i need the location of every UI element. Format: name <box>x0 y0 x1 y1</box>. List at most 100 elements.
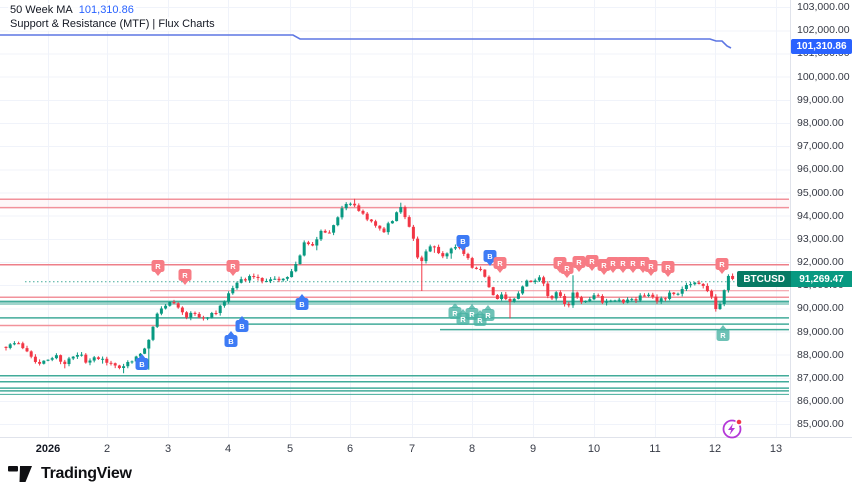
svg-text:R: R <box>564 264 570 273</box>
tradingview-logo[interactable]: TradingView <box>8 465 132 483</box>
svg-text:R: R <box>485 311 491 320</box>
resistance-zone <box>0 199 790 208</box>
price-axis-label: 98,000.00 <box>797 117 844 129</box>
buy-signal-marker: B <box>295 294 309 310</box>
price-axis-label: 89,000.00 <box>797 325 844 338</box>
resistance-retest-marker: R <box>644 260 658 276</box>
svg-text:B: B <box>460 237 466 246</box>
time-axis-label: 9 <box>529 443 537 455</box>
time-axis-label: 2 <box>103 443 111 455</box>
svg-text:R: R <box>589 257 595 266</box>
time-axis-label: 4 <box>224 443 232 455</box>
svg-text:R: R <box>648 262 654 271</box>
grid-lines <box>0 0 790 437</box>
svg-text:B: B <box>239 322 245 331</box>
svg-text:R: R <box>557 259 563 268</box>
price-axis-label: 102,000.00 <box>797 24 850 37</box>
legend-ma-value: 101,310.86 <box>78 4 134 16</box>
price-axis-label: 95,000.00 <box>797 186 844 199</box>
svg-text:B: B <box>139 360 145 369</box>
buy-signal-marker: B <box>224 331 238 347</box>
time-axis-label: 5 <box>286 443 294 455</box>
price-axis[interactable]: 103,000.00102,000.00101,000.00100,000.00… <box>790 0 852 437</box>
svg-text:R: R <box>719 260 725 269</box>
resistance-retest-marker: R <box>616 257 630 273</box>
flux-charts-icon <box>722 418 743 439</box>
resistance-retest-marker: R <box>178 269 192 285</box>
legend-ma-row[interactable]: 50 Week MA 101,310.86 <box>8 3 136 17</box>
svg-text:R: R <box>477 316 483 325</box>
time-axis-label: 8 <box>468 443 476 455</box>
svg-text:R: R <box>460 315 466 324</box>
svg-text:R: R <box>665 263 671 272</box>
price-axis-label: 88,000.00 <box>797 348 844 361</box>
price-axis-label: 103,000.00 <box>797 1 850 14</box>
ma-price-badge: 101,310.86 <box>791 39 852 54</box>
svg-text:R: R <box>620 259 626 268</box>
resistance-retest-marker: R <box>151 260 165 276</box>
symbol-price-badge: BTCUSD 91,269.47 <box>737 271 852 287</box>
buy-signal-marker: B <box>456 235 470 251</box>
resistance-retest-marker: R <box>226 260 240 276</box>
price-axis-label: 94,000.00 <box>797 209 844 222</box>
time-axis-label: 7 <box>408 443 416 455</box>
buy-signal-marker: B <box>235 316 249 332</box>
price-axis-label: 86,000.00 <box>797 395 844 408</box>
indicator-legend: 50 Week MA 101,310.86 Support & Resistan… <box>8 3 217 31</box>
price-axis-label: 96,000.00 <box>797 163 844 176</box>
svg-text:R: R <box>230 262 236 271</box>
svg-text:R: R <box>182 271 188 280</box>
price-axis-label: 90,000.00 <box>797 302 844 315</box>
svg-text:R: R <box>630 259 636 268</box>
ma-line <box>0 34 732 49</box>
legend-ma-title: 50 Week MA <box>10 4 73 16</box>
svg-text:R: R <box>601 261 607 270</box>
resistance-retest-marker: R <box>606 257 620 273</box>
svg-text:R: R <box>155 262 161 271</box>
legend-indicator-title: Support & Resistance (MTF) | Flux Charts <box>10 18 215 30</box>
svg-text:R: R <box>576 258 582 267</box>
time-axis-label: 6 <box>346 443 354 455</box>
resistance-retest-marker: R <box>560 262 574 278</box>
price-axis-label: 92,000.00 <box>797 256 844 269</box>
price-axis-label: 87,000.00 <box>797 371 844 384</box>
price-axis-label: 100,000.00 <box>797 70 850 83</box>
resistance-retest-marker: R <box>585 255 599 271</box>
buy-signal-marker: B <box>483 250 497 266</box>
legend-indicator-row[interactable]: Support & Resistance (MTF) | Flux Charts <box>8 17 217 31</box>
resistance-retest-marker: R <box>661 261 675 277</box>
time-axis-label: 2026 <box>35 443 61 455</box>
svg-text:R: R <box>469 310 475 319</box>
resistance-retest-marker: R <box>572 256 586 272</box>
time-axis-label: 13 <box>769 443 783 455</box>
svg-text:R: R <box>610 259 616 268</box>
svg-text:R: R <box>497 259 503 268</box>
tradingview-logo-text: TradingView <box>41 465 132 482</box>
symbol-label: BTCUSD <box>737 271 791 287</box>
candles <box>4 198 735 374</box>
time-axis-label: 11 <box>649 443 661 455</box>
svg-text:R: R <box>720 331 726 340</box>
time-axis-label: 3 <box>164 443 172 455</box>
svg-text:R: R <box>640 259 646 268</box>
resistance-retest-marker: R <box>493 257 507 273</box>
time-axis-label: 12 <box>708 443 722 455</box>
svg-text:B: B <box>228 337 234 346</box>
price-axis-label: 99,000.00 <box>797 93 844 106</box>
time-axis[interactable]: 2026 2 3 4 5 6 7 8 9 10 11 12 13 <box>0 437 852 461</box>
price-axis-label: 93,000.00 <box>797 232 844 245</box>
buy-signal-marker: B <box>135 354 149 370</box>
support-retest-marker: R <box>716 325 730 341</box>
support-retest-marker: R <box>481 305 495 321</box>
tradingview-logo-icon <box>8 466 32 482</box>
price-axis-label: 97,000.00 <box>797 140 844 153</box>
time-axis-label: 10 <box>587 443 601 455</box>
last-price-label: 91,269.47 <box>791 271 852 287</box>
svg-text:R: R <box>452 309 458 318</box>
resistance-retest-marker: R <box>626 257 640 273</box>
svg-text:B: B <box>487 252 493 261</box>
svg-text:B: B <box>299 300 305 309</box>
